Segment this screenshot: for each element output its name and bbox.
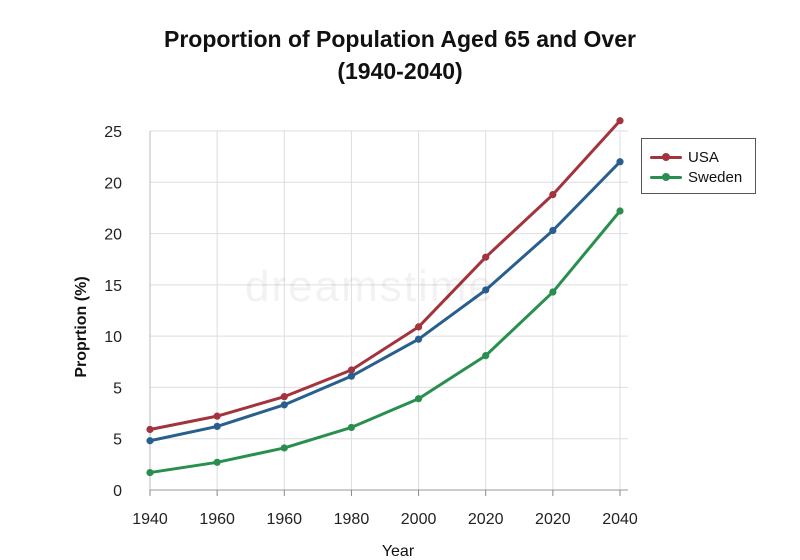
y-tick-label: 20 bbox=[104, 175, 122, 192]
x-tick-label: 1960 bbox=[266, 511, 302, 528]
x-tick-label: 2040 bbox=[602, 511, 638, 528]
data-point-sweden bbox=[213, 458, 221, 466]
series-line-sweden bbox=[148, 209, 622, 475]
data-point-usa bbox=[347, 366, 356, 374]
data-point-series-2 bbox=[280, 401, 288, 409]
data-point-series-2 bbox=[146, 437, 154, 445]
chart-subtitle: (1940-2040) bbox=[337, 58, 463, 84]
data-point-usa bbox=[146, 425, 154, 434]
data-point-series-2 bbox=[616, 158, 624, 166]
data-point-series-2 bbox=[414, 335, 423, 343]
y-axis-ticks: 0 5 5 10 15 20 20 25 bbox=[104, 124, 122, 500]
data-point-sweden bbox=[347, 423, 356, 432]
y-tick-label: 10 bbox=[104, 329, 122, 346]
series-lines bbox=[146, 117, 624, 477]
y-tick-label: 0 bbox=[113, 483, 122, 500]
series-line-series-2 bbox=[148, 160, 622, 443]
x-axis-ticks: 1940 1960 1960 1980 2000 2020 2020 2040 bbox=[132, 490, 638, 528]
x-tick-label: 1940 bbox=[132, 511, 168, 528]
chart-title: Proportion of Population Aged 65 and Ove… bbox=[164, 26, 636, 52]
y-axis-title: Proprtion (%) bbox=[73, 276, 90, 377]
data-point-series-2 bbox=[213, 422, 221, 431]
x-tick-label: 1960 bbox=[199, 511, 235, 528]
data-point-usa bbox=[549, 190, 557, 199]
legend-swatch-usa bbox=[650, 147, 682, 167]
data-point-sweden bbox=[280, 444, 288, 452]
legend-label-usa: USA bbox=[688, 148, 719, 166]
data-point-usa bbox=[616, 117, 624, 125]
x-tick-label: 1980 bbox=[334, 511, 370, 528]
x-axis-title: Year bbox=[382, 543, 415, 560]
legend-swatch-sweden bbox=[650, 167, 682, 187]
data-point-sweden bbox=[146, 468, 154, 477]
data-point-usa bbox=[280, 393, 288, 401]
y-tick-label: 15 bbox=[104, 278, 122, 295]
data-point-sweden bbox=[414, 395, 423, 403]
data-point-usa bbox=[414, 323, 423, 331]
data-point-series-2 bbox=[347, 372, 356, 380]
data-point-sweden bbox=[616, 207, 624, 215]
data-point-sweden bbox=[482, 352, 490, 360]
data-point-usa bbox=[213, 412, 221, 420]
data-point-series-2 bbox=[482, 286, 490, 294]
y-tick-label: 5 bbox=[113, 432, 122, 449]
x-tick-label: 2020 bbox=[535, 511, 571, 528]
legend-label-sweden: Sweden bbox=[688, 168, 743, 186]
y-tick-label: 20 bbox=[104, 227, 122, 244]
y-tick-label: 25 bbox=[104, 124, 122, 141]
data-point-series-2 bbox=[549, 226, 557, 235]
series-line-usa bbox=[148, 119, 622, 431]
legend-item-sweden: Sweden bbox=[642, 167, 742, 187]
legend-item-usa: USA bbox=[642, 147, 719, 167]
x-tick-label: 2020 bbox=[468, 511, 504, 528]
watermark-text: dreamstime bbox=[245, 262, 495, 311]
x-tick-label: 2000 bbox=[401, 511, 437, 528]
data-point-sweden bbox=[549, 288, 557, 296]
data-point-usa bbox=[482, 253, 490, 261]
chart-legend: USA Sweden bbox=[641, 138, 756, 194]
y-tick-label: 5 bbox=[113, 380, 122, 397]
